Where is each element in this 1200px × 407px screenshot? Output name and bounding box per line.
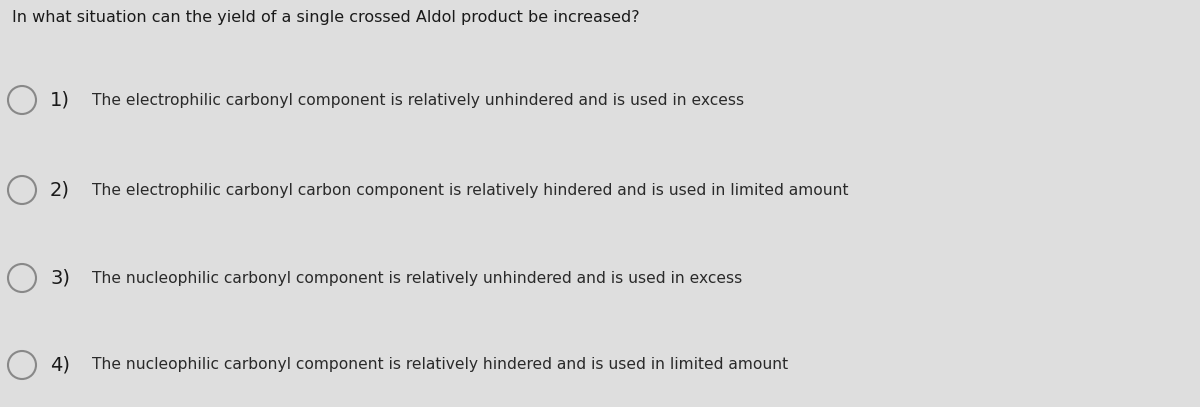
Text: 4): 4)	[50, 355, 70, 374]
Text: 1): 1)	[50, 90, 70, 109]
Text: The nucleophilic carbonyl component is relatively hindered and is used in limite: The nucleophilic carbonyl component is r…	[92, 357, 788, 372]
Text: 3): 3)	[50, 269, 70, 287]
Circle shape	[8, 351, 36, 379]
Circle shape	[8, 264, 36, 292]
Text: The electrophilic carbonyl carbon component is relatively hindered and is used i: The electrophilic carbonyl carbon compon…	[92, 182, 848, 197]
Text: The electrophilic carbonyl component is relatively unhindered and is used in exc: The electrophilic carbonyl component is …	[92, 92, 744, 107]
Circle shape	[8, 176, 36, 204]
Text: 2): 2)	[50, 180, 70, 199]
Text: In what situation can the yield of a single crossed Aldol product be increased?: In what situation can the yield of a sin…	[12, 10, 640, 25]
Text: The nucleophilic carbonyl component is relatively unhindered and is used in exce: The nucleophilic carbonyl component is r…	[92, 271, 743, 285]
Circle shape	[8, 86, 36, 114]
